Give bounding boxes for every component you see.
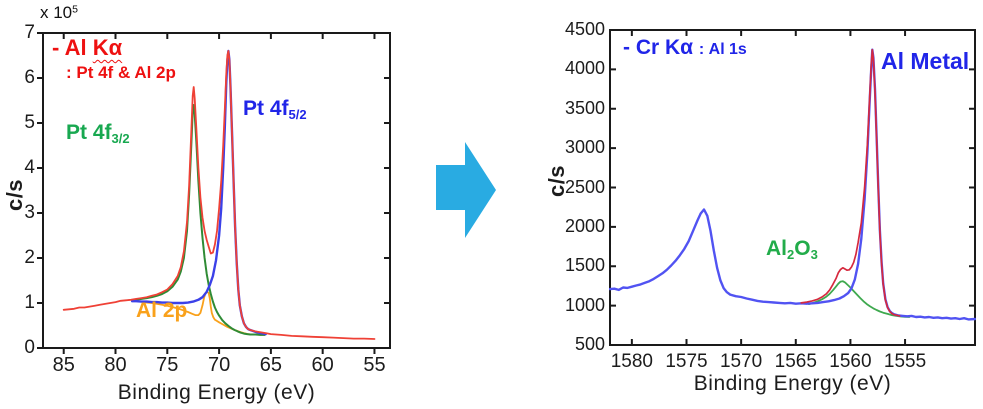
annotation-text: x 10: [40, 3, 73, 22]
x-tick-label: 1575: [665, 351, 708, 372]
x-tick-label: 55: [363, 354, 386, 376]
annotation-text: Pt 4f: [243, 97, 289, 120]
y-tick-label: 4000: [564, 58, 605, 79]
source-label: - Cr Kα : Al 1s: [623, 36, 747, 59]
x-tick-label: 70: [207, 354, 231, 376]
annotation-text: 5/2: [288, 106, 307, 122]
x-tick-label: 1560: [829, 351, 872, 372]
y-tick-label: 2000: [564, 215, 605, 236]
series-curve-measured-total-al-ka-: [62, 50, 376, 340]
x-tick-label: 1580: [610, 351, 653, 372]
series-curve-al2o3-component: [807, 280, 911, 318]
y-tick-label: 4500: [564, 19, 605, 40]
source-label-line1: - Al Kα: [52, 35, 123, 60]
x-tick-label: 1555: [883, 351, 927, 372]
plot-frame: [42, 32, 391, 349]
y-tick-label: 7: [24, 21, 35, 43]
annotation-text: - Cr Kα: [623, 36, 699, 59]
y-tick-label: 3: [24, 201, 35, 223]
right-arrow-icon: [436, 142, 496, 238]
x-tick-label: 80: [104, 354, 127, 376]
pt4f52-label: Pt 4f5/2: [243, 97, 307, 122]
annotation-text: Al Metal: [881, 48, 970, 74]
y-tick-label: 2: [24, 246, 35, 268]
annotation-text: 3: [810, 246, 818, 262]
annotation-text: : Al 1s: [698, 41, 747, 58]
x-tick-label: 85: [52, 354, 75, 376]
annotation-text: Al 2p: [136, 299, 188, 322]
xps-chart-al-ka: Binding Energy (eV) c/s 85 80 75 70 65 60 55 0 1…: [0, 0, 420, 409]
y-tick-label: 4: [24, 156, 35, 178]
annotation-text: : Pt 4f & Al 2p: [66, 63, 176, 82]
series-curve-measured-cr-ka-: [609, 48, 976, 321]
y-tick-label: 1: [24, 291, 35, 313]
x-axis-title: Binding Energy (eV): [693, 372, 892, 395]
y-axis-exponent: x 105: [40, 3, 78, 23]
right-arrow-shape: [436, 142, 496, 238]
x-tick-label: 60: [311, 354, 334, 376]
y-tick-label: 6: [24, 66, 35, 88]
xps-chart-cr-ka: Binding Energy (eV) c/s 1580 1575 1570 1565…: [544, 0, 983, 409]
x-axis-title: Binding Energy (eV): [117, 381, 316, 404]
plot-area: [37, 32, 391, 354]
annotation-text: O: [794, 237, 811, 260]
y-tick-label: 1500: [564, 255, 605, 276]
y-tick-label: 2500: [564, 176, 605, 197]
al-metal-label: Al Metal: [881, 48, 970, 74]
al2o3-label: Al2O3: [766, 237, 818, 262]
x-tick-label: 1570: [719, 351, 763, 372]
annotation-text: Kα: [92, 35, 123, 60]
x-tick-label: 1565: [774, 351, 817, 372]
pt4f32-label: Pt 4f3/2: [66, 121, 130, 146]
source-label-line2: : Pt 4f & Al 2p: [66, 63, 176, 83]
y-tick-label: 0: [24, 336, 35, 358]
annotation-text: - Al: [52, 35, 93, 60]
x-tick-label: 75: [156, 354, 179, 376]
y-tick-label: 500: [574, 334, 605, 355]
annotation-text: 2: [787, 246, 795, 262]
annotation-text: Pt 4f: [66, 121, 112, 144]
y-tick-label: 3500: [564, 97, 605, 118]
annotation-text: 5: [72, 3, 78, 16]
plot-area: [609, 29, 976, 346]
annotation-text: 3/2: [111, 130, 130, 146]
series-curve-pt-4f3-2-component: [131, 104, 266, 336]
plot-frame: [609, 29, 976, 346]
al2p-label: Al 2p: [136, 299, 187, 322]
y-tick-label: 5: [24, 111, 35, 133]
annotation-text: Al: [766, 237, 787, 260]
x-tick-label: 65: [259, 354, 282, 376]
series-curve-fit-total: [800, 48, 901, 317]
y-tick-label: 1000: [564, 294, 605, 315]
y-tick-label: 3000: [564, 137, 605, 158]
